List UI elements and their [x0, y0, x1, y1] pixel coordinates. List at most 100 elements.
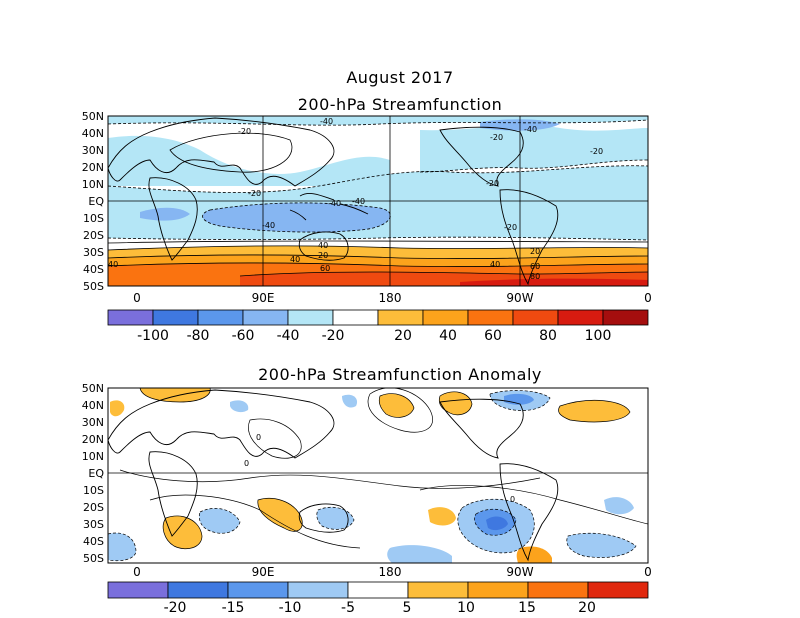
colorbar-label: 20: [394, 328, 412, 344]
panel2-colorbar-labels: -20 -15 -10 -5 5 10 15 20: [164, 600, 596, 616]
lat-label: 40N: [82, 399, 104, 412]
panel1-lat-axis: 50N 40N 30N 20N 10N EQ 10S 20S 30S 40S 5…: [82, 110, 105, 293]
colorbar-label: -15: [222, 600, 245, 616]
lat-label: 20S: [83, 501, 104, 514]
contour-label: -20: [590, 147, 603, 156]
colorbar-swatch: [377, 309, 424, 326]
colorbar-swatch: [587, 581, 649, 599]
contour-label: -20: [490, 133, 503, 142]
lon-label: 90W: [506, 291, 533, 305]
lon-label: 90W: [506, 565, 533, 579]
streamfunction-anomaly-map: 0 0 0: [107, 387, 649, 564]
colorbar-swatch: [467, 309, 514, 326]
panel1-colorbar-labels: -100 -80 -60 -40 -20 20 40 60 80 100: [137, 328, 611, 344]
colorbar-swatch: [557, 309, 604, 326]
colorbar-label: -20: [322, 328, 345, 344]
colorbar-label: -40: [277, 328, 300, 344]
panel2-lat-axis: 50N 40N 30N 20N 10N EQ 10S 20S 30S 40S 5…: [82, 382, 105, 565]
lat-label: 30N: [82, 144, 104, 157]
colorbar-label: 100: [585, 328, 612, 344]
colorbar-label: 15: [518, 600, 536, 616]
colorbar-label: -5: [341, 600, 355, 616]
contour-label: -20: [504, 223, 517, 232]
contour-label: -20: [248, 189, 261, 198]
colorbar-swatch: [527, 581, 589, 599]
lon-label: 180: [379, 565, 402, 579]
lat-label: 50S: [83, 552, 104, 565]
contour-label: -40: [328, 199, 341, 208]
colorbar-label: -20: [164, 600, 187, 616]
contour-label: -20: [486, 179, 499, 188]
colorbar-label: -60: [232, 328, 255, 344]
colorbar-label: -80: [187, 328, 210, 344]
colorbar-swatch: [467, 581, 529, 599]
contour-label: 40: [490, 260, 500, 269]
contour-label: -40: [320, 117, 333, 126]
lat-label: 50S: [83, 280, 104, 293]
colorbar-swatch: [167, 581, 229, 599]
contour-label: 0: [244, 459, 249, 468]
colorbar-swatch: [152, 309, 199, 326]
panel2-title: 200-hPa Streamfunction Anomaly: [258, 365, 542, 384]
lon-label: 0: [133, 291, 141, 305]
colorbar-label: -10: [279, 600, 302, 616]
lat-label: 10S: [83, 212, 104, 225]
lat-label: 40S: [83, 535, 104, 548]
panel2-contour-labels: 0 0 0: [244, 433, 515, 504]
lat-label: 40N: [82, 127, 104, 140]
colorbar-label: -100: [137, 328, 169, 344]
colorbar-label: 10: [457, 600, 475, 616]
lat-label: EQ: [88, 467, 104, 480]
lat-label: 40S: [83, 263, 104, 276]
colorbar-swatch: [332, 309, 379, 326]
lat-label: 20N: [82, 433, 104, 446]
contour-label: 60: [320, 264, 330, 273]
panel1-title: 200-hPa Streamfunction: [297, 95, 503, 114]
lat-label: 30N: [82, 416, 104, 429]
contour-label: 60: [530, 262, 540, 271]
lon-label: 180: [379, 291, 402, 305]
contour-label: -40: [352, 197, 365, 206]
panel2-colorbar: [107, 581, 649, 599]
contour-label: 20: [530, 247, 540, 256]
panel2-lon-axis: 0 90E 180 90W 0: [133, 565, 652, 579]
lon-label: 0: [644, 291, 652, 305]
lat-label: 20S: [83, 229, 104, 242]
contour-label: -20: [238, 127, 251, 136]
colorbar-label: 5: [403, 600, 412, 616]
colorbar-label: 60: [484, 328, 502, 344]
colorbar-swatch: [242, 309, 289, 326]
lat-label: 20N: [82, 161, 104, 174]
colorbar-label: 40: [439, 328, 457, 344]
contour-label: 80: [530, 272, 540, 281]
colorbar-swatch: [107, 581, 169, 599]
lat-label: 10N: [82, 178, 104, 191]
lon-label: 90E: [252, 291, 275, 305]
colorbar-swatch: [287, 309, 334, 326]
lat-label: 10S: [83, 484, 104, 497]
lon-label: 90E: [252, 565, 275, 579]
lat-label: EQ: [88, 195, 104, 208]
contour-label: 0: [256, 433, 261, 442]
colorbar-swatch: [512, 309, 559, 326]
contour-label: -40: [524, 125, 537, 134]
lon-label: 0: [644, 565, 652, 579]
colorbar-swatch: [227, 581, 289, 599]
colorbar-swatch: [422, 309, 469, 326]
colorbar-swatch: [107, 309, 154, 326]
panel1-colorbar: [107, 309, 649, 326]
lat-label: 50N: [82, 110, 104, 123]
lon-label: 0: [133, 565, 141, 579]
month-title: August 2017: [346, 68, 454, 87]
contour-label: -40: [262, 221, 275, 230]
panel1-contour-labels: -40 -20 -40 -20 -20 -40 -40 -20 -20 -40 …: [108, 117, 603, 281]
panel1-lon-axis: 0 90E 180 90W 0: [133, 291, 652, 305]
colorbar-swatch: [347, 581, 409, 599]
colorbar-swatch: [602, 309, 649, 326]
colorbar-swatch: [197, 309, 244, 326]
contour-label: 40: [318, 241, 328, 250]
streamfunction-map: -40 -20 -40 -20 -20 -40 -40 -20 -20 -40 …: [107, 115, 649, 287]
lat-label: 30S: [83, 518, 104, 531]
contour-label: 40: [290, 255, 300, 264]
